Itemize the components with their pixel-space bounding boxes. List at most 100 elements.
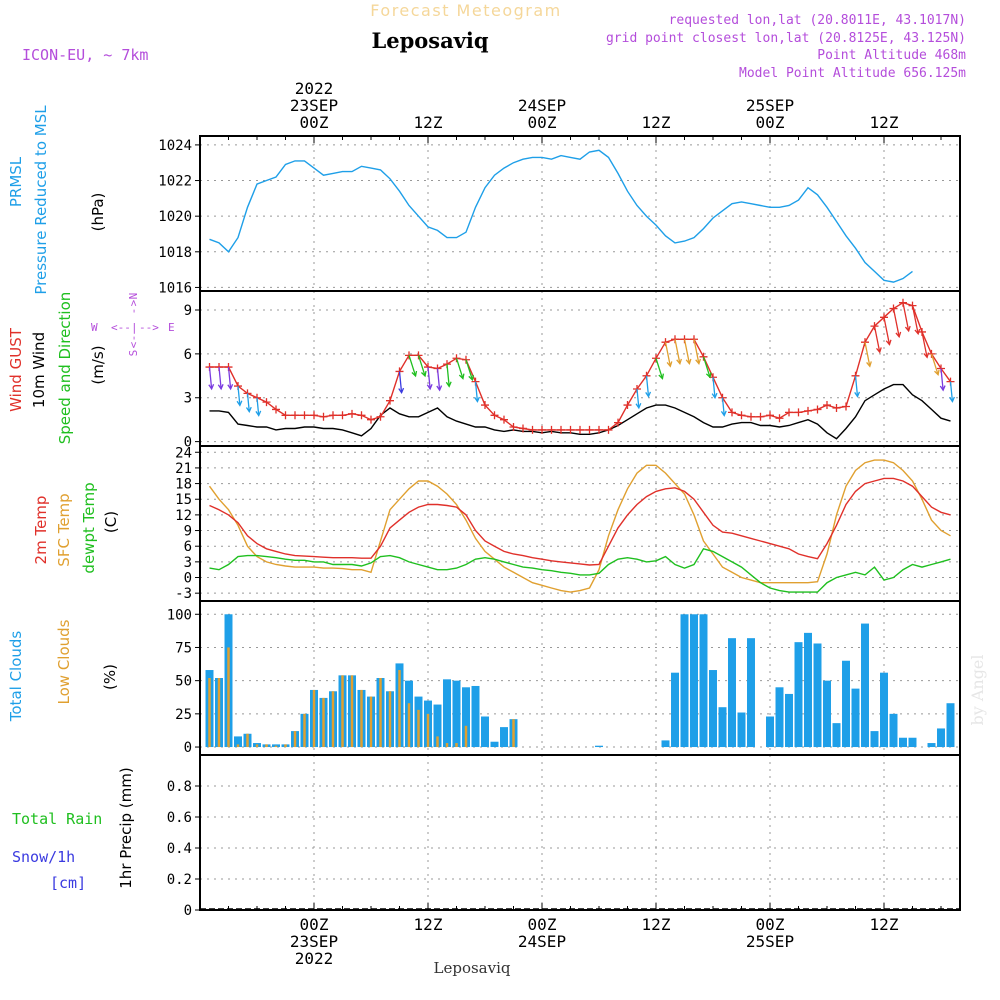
wind-arrow-head (474, 396, 480, 403)
wind-arrow (218, 366, 222, 389)
wind-arrow (636, 388, 640, 408)
total-cloud-bar (832, 723, 841, 748)
compass-west-arrow: <-- (111, 321, 131, 334)
gust-marker (728, 408, 736, 417)
model-label: ICON-EU, ~ 7km (22, 46, 148, 64)
y-tick-label: 21 (175, 461, 192, 477)
gust-marker (614, 418, 622, 427)
gust-marker (623, 401, 632, 410)
wind-arrow-head (866, 361, 872, 368)
total-cloud-bar (462, 687, 470, 748)
time-label-top: 12Z (870, 113, 899, 132)
time-label-bottom: 24SEP (518, 932, 566, 951)
wind-arrow-head (227, 384, 234, 391)
y-tick-label: 0.8 (167, 779, 192, 795)
wind-arrow-head (658, 373, 665, 380)
gust-marker (300, 411, 309, 420)
low-cloud-bar (388, 691, 392, 748)
cloud-label-low: Low Clouds (55, 619, 73, 704)
total-cloud-bar (946, 703, 955, 748)
y-tick-label: 25 (175, 707, 192, 723)
gust-marker (813, 405, 822, 414)
total-cloud-bar (804, 632, 812, 748)
wind-label-gust: Wind GUST (7, 327, 25, 412)
time-label-bottom: 00Z (300, 915, 329, 934)
time-label-bottom: 12Z (642, 915, 671, 934)
y-tick-label: 0.6 (167, 810, 192, 826)
gust-marker (329, 411, 337, 420)
y-tick-label: 0.2 (167, 872, 192, 888)
total-cloud-bar (747, 638, 755, 748)
y-tick-label: 0 (184, 903, 192, 919)
wind-arrow (398, 371, 403, 393)
y-tick-label: -3 (175, 586, 192, 602)
wind-arrow (664, 342, 671, 367)
gust-marker (775, 414, 784, 423)
total-cloud-bar (481, 716, 489, 748)
wind-arrow-head (854, 391, 861, 398)
wind-arrow (892, 308, 900, 337)
gust-marker (585, 425, 594, 434)
low-cloud-bar (331, 691, 335, 748)
y-tick-label: 6 (184, 539, 192, 555)
wind-arrow-head (676, 358, 683, 366)
wind-arrow (911, 305, 919, 334)
low-cloud-bar (208, 678, 211, 748)
compass-center: | (131, 321, 138, 334)
y-tick-label: 1024 (158, 138, 192, 154)
wind-arrow-head (923, 352, 930, 359)
gust-marker (823, 401, 831, 410)
wind-label-10m: 10m Wind (30, 332, 48, 408)
time-label-top: 25SEP (746, 96, 794, 115)
compass-west: W (91, 321, 98, 334)
precip-label-cm: [cm] (50, 874, 86, 892)
gust-marker (509, 422, 518, 431)
time-label-bottom: 00Z (528, 915, 557, 934)
gust-marker (737, 411, 746, 420)
time-label-bottom: 2022 (295, 949, 334, 968)
low-cloud-bar (312, 689, 316, 748)
low-cloud-bar (417, 709, 420, 748)
total-cloud-bar (433, 704, 442, 748)
wind-arrow (417, 355, 426, 377)
wind-arrow (921, 331, 928, 358)
gust-marker (310, 411, 318, 420)
low-cloud-bar (398, 670, 401, 748)
wind-arrow-head (705, 372, 712, 379)
total-cloud-bar (500, 727, 508, 748)
wind-arrow (902, 302, 910, 332)
wind-arrow-head (217, 384, 224, 391)
wind-arrow (645, 375, 650, 397)
total-cloud-bar (671, 672, 679, 748)
wind-arrow-head (420, 370, 427, 378)
gust-marker (291, 411, 299, 420)
gust-marker (367, 415, 375, 424)
gust-marker (832, 403, 841, 412)
time-label-bottom: 12Z (414, 915, 443, 934)
total-cloud-bar (680, 614, 689, 748)
gust-marker (842, 402, 850, 411)
wind-arrow (712, 377, 716, 398)
wind-arrow-head (695, 358, 702, 366)
point-altitude: Point Altitude 468m (817, 48, 966, 63)
low-cloud-bar (322, 697, 325, 748)
total-cloud-bar (823, 680, 831, 748)
y-tick-label: 1020 (158, 209, 192, 225)
low-cloud-bar (217, 678, 221, 748)
wind-arrow-head (411, 370, 418, 378)
gust-marker (386, 396, 394, 405)
gust-marker (519, 424, 527, 433)
time-label-bottom: 25SEP (746, 932, 794, 951)
precip-label-unit: 1hr Precip (mm) (117, 767, 135, 888)
time-label-top: 00Z (300, 113, 329, 132)
y-tick-label: 1018 (158, 245, 192, 261)
y-tick-label: 9 (184, 524, 192, 540)
total-cloud-bar (661, 740, 670, 748)
gust-marker (500, 415, 508, 424)
cloud-label-total: Total Clouds (7, 631, 25, 723)
total-cloud-bar (851, 688, 860, 748)
wind-arrow-head (876, 347, 882, 354)
wind-arrow-head (914, 328, 921, 336)
